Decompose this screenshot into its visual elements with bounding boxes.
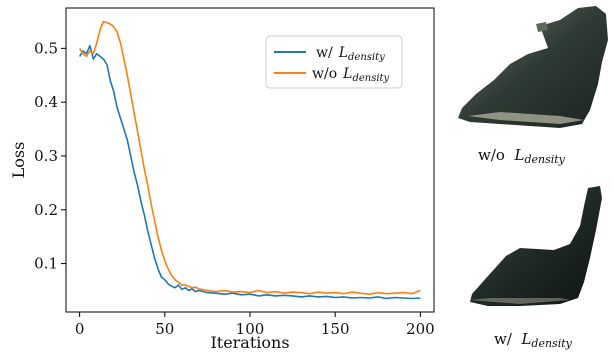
- x-tick-label: 100: [236, 320, 265, 338]
- y-tick-label: 0.5: [34, 39, 58, 57]
- laptop-edge-highlight-top: [468, 112, 584, 124]
- y-axis-label: Loss: [9, 142, 28, 179]
- laptop-edge-highlight-bottom: [470, 298, 570, 304]
- x-tick-label: 50: [155, 320, 174, 338]
- legend-label-w-density: w/Ldensity: [316, 45, 385, 63]
- laptop-blob-bottom: [470, 186, 602, 306]
- x-axis-label: Iterations: [210, 333, 289, 352]
- legend-label-wo-density: w/o Ldensity: [312, 66, 390, 84]
- series-line-w-density: [78, 44, 421, 300]
- y-tick-label: 0.4: [34, 93, 58, 111]
- y-tick-label: 0.2: [34, 201, 58, 219]
- reconstruction-without-density-image: [458, 6, 608, 128]
- x-tick-label: 200: [406, 320, 435, 338]
- laptop-blob-top: [458, 6, 608, 128]
- axis-ticks: 0 50 100 150 200 0.1 0.2 0.3 0.4 0.5: [34, 39, 435, 338]
- x-tick-label: 0: [75, 320, 85, 338]
- y-tick-label: 0.3: [34, 147, 58, 165]
- floating-fragment: [536, 22, 548, 32]
- caption-with-density: w/ Ldensity: [494, 330, 572, 350]
- legend: w/Ldensity w/o Ldensity: [265, 35, 403, 89]
- x-tick-label: 150: [321, 320, 350, 338]
- y-tick-label: 0.1: [34, 255, 58, 273]
- legend-box: [265, 35, 403, 89]
- reconstruction-with-density-image: [470, 186, 602, 306]
- caption-without-density: w/o Ldensity: [478, 146, 565, 166]
- series-lines: [78, 20, 421, 300]
- series-line-wo-density: [78, 20, 421, 296]
